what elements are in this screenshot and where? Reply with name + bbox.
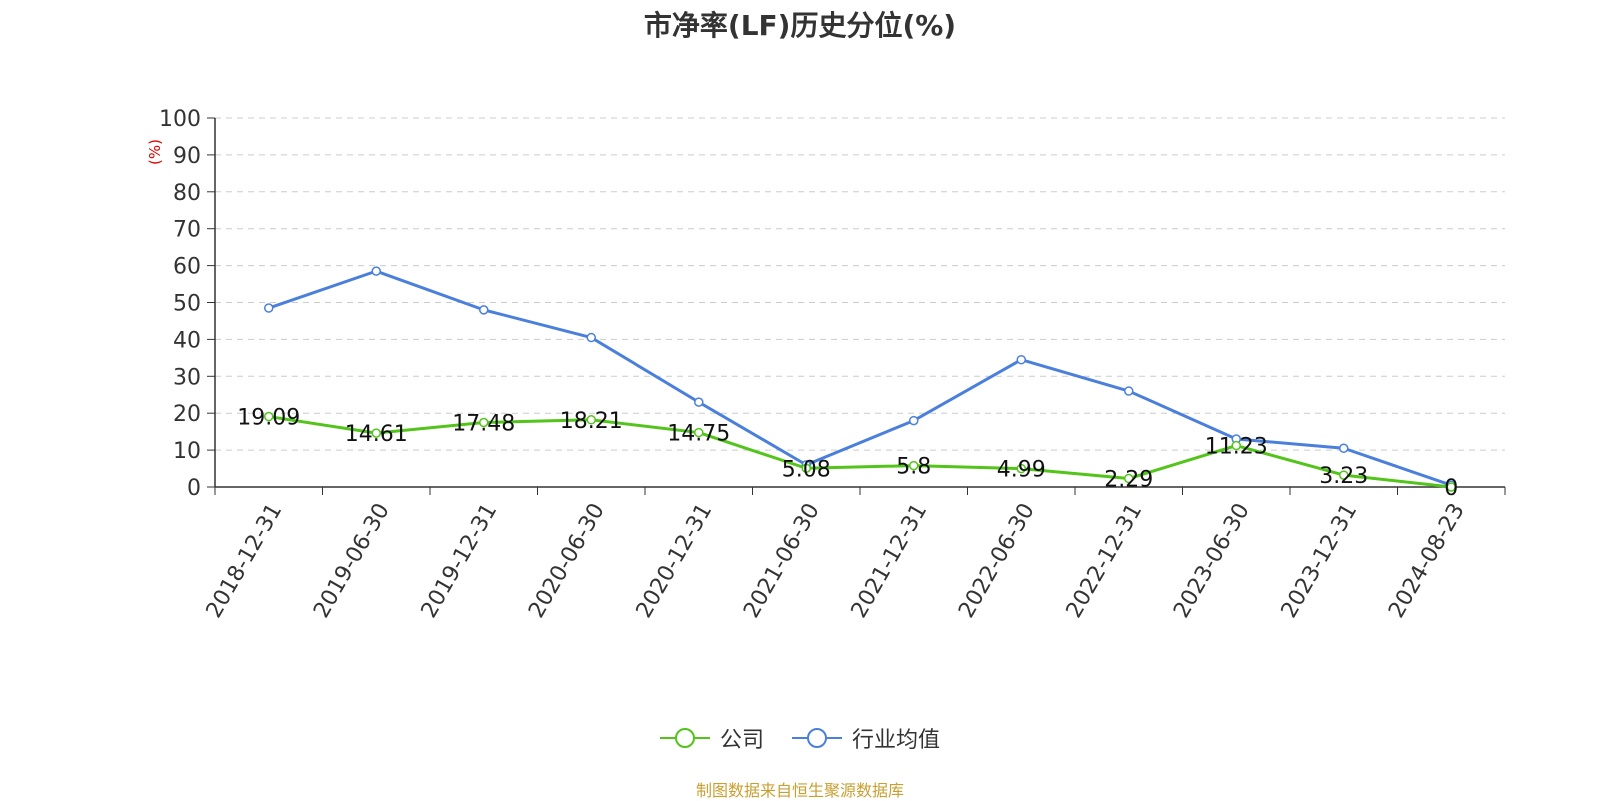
legend-line-circle-icon [659,728,710,748]
y-tick-label: 90 [173,144,201,169]
data-label: 17.48 [452,411,515,436]
data-point [1124,473,1134,484]
series-line [268,415,1452,489]
grid-lines [215,117,1505,451]
x-tick-label: 2024-08-23 [1384,499,1470,622]
data-label: 5.8 [896,455,931,480]
data-point [1446,482,1456,492]
x-tick-label: 2022-12-31 [1062,499,1148,622]
data-point [479,417,489,428]
data-label: 2.29 [1104,468,1153,493]
data-point [479,305,489,315]
data-point [694,397,704,407]
series-line [268,269,1452,487]
data-point [1339,443,1349,454]
data-label: 3.23 [1319,464,1368,489]
legend-label-company: 公司 [719,728,764,753]
x-tick-label: 2022-06-30 [954,499,1040,622]
legend-item-industry-average[interactable]: 行业均值 [792,722,940,754]
legend-line-circle-icon [792,728,842,748]
legend-item-company[interactable]: 公司 [659,722,764,754]
y-tick-label: 80 [173,181,201,206]
x-tick-label: 2021-12-31 [847,499,933,622]
data-point [371,266,381,276]
x-tick-label: 2019-06-30 [309,499,395,622]
y-tick-label: 30 [173,365,201,390]
source-note: 制图数据来自恒生聚源数据库 [695,781,904,800]
legend: 公司 行业均值 [0,722,1600,754]
legend-label-industry-average: 行业均值 [852,728,941,753]
data-point [1016,354,1026,365]
data-point [909,460,919,471]
x-tick-label: 2023-12-31 [1277,499,1363,622]
data-point [264,303,274,313]
data-label: 14.75 [667,422,730,447]
data-point [1124,386,1134,396]
data-point [1339,470,1349,480]
y-axis: 0 10 20 30 40 50 60 70 80 90 100 [159,107,216,501]
y-tick-label: 40 [173,328,201,353]
data-label: 0 [1444,476,1458,501]
data-labels: 19.09 14.61 17.48 18.21 14.75 5.08 5.8 4.99 2.29… [237,406,1458,501]
data-point [909,415,919,426]
data-point [586,415,596,425]
data-point [586,332,596,343]
x-axis: 2018-12-31 2019-06-30 2019-12-31 2020-06-30… [202,486,1506,622]
x-tick-label: 2020-12-31 [632,499,718,622]
y-tick-label: 70 [173,218,201,243]
y-tick-label: 60 [173,255,201,280]
data-label: 11.23 [1205,435,1268,460]
y-tick-label: 20 [173,402,201,427]
x-tick-label: 2021-06-30 [739,499,825,622]
data-point [1231,440,1241,451]
data-point [264,411,274,422]
x-tick-label: 2019-12-31 [417,499,503,622]
y-tick-label: 100 [159,107,201,132]
x-tick-label: 2020-06-30 [524,499,610,622]
data-label: 5.08 [782,457,831,482]
data-point [1016,463,1026,474]
data-label: 18.21 [560,409,623,434]
data-point [801,463,811,474]
y-axis-title: (%) [146,139,164,165]
y-tick-label: 10 [173,439,201,464]
data-label: 19.09 [237,406,300,431]
y-tick-label: 50 [173,292,201,317]
x-tick-label: 2023-06-30 [1169,499,1255,622]
chart-title: 市净率(LF)历史分位(%) [643,9,957,42]
data-label: 4.99 [997,458,1046,483]
series-layer [264,266,1456,492]
data-point [371,428,381,438]
y-tick-label: 0 [187,476,201,501]
x-tick-label: 2018-12-31 [202,499,288,622]
data-point [694,427,704,438]
data-label: 14.61 [345,422,408,447]
